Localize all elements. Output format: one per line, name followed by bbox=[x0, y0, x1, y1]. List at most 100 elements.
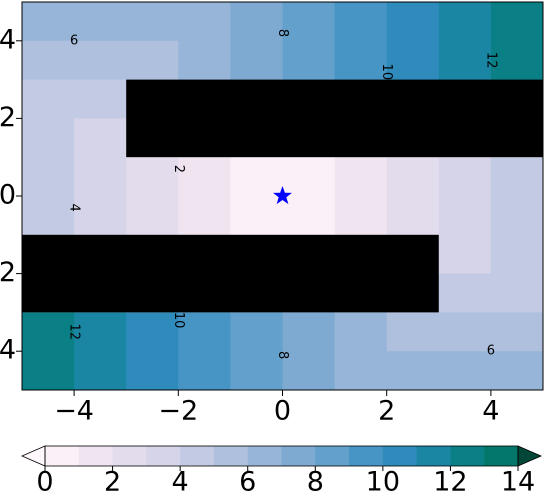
contour-cell bbox=[22, 40, 75, 81]
contour-cell bbox=[334, 312, 388, 352]
contour-cell bbox=[126, 2, 179, 42]
contour-cell bbox=[386, 312, 440, 352]
contour-label: 8 bbox=[275, 29, 290, 37]
contour-cell bbox=[126, 196, 179, 236]
x-tick-label: 0 bbox=[274, 396, 291, 427]
contour-cell bbox=[22, 2, 75, 42]
contour-cell bbox=[490, 312, 544, 352]
contour-cell bbox=[490, 273, 544, 313]
contour-label: 12 bbox=[67, 324, 82, 341]
contour-cell bbox=[22, 196, 75, 236]
colorbar-tick-label: 4 bbox=[172, 467, 189, 498]
contour-cell bbox=[178, 2, 231, 42]
contour-cell bbox=[438, 196, 492, 236]
contour-cell bbox=[178, 351, 231, 391]
contour-cell bbox=[22, 79, 75, 119]
contour-label: 10 bbox=[171, 312, 186, 329]
contour-cell bbox=[438, 234, 492, 275]
colorbar-frame bbox=[44, 445, 519, 467]
colorbar-extend-high bbox=[517, 445, 543, 467]
colorbar-bin bbox=[281, 446, 316, 466]
colorbar-bin bbox=[213, 446, 249, 466]
contour-cell bbox=[230, 312, 283, 352]
contour-label: 4 bbox=[67, 203, 82, 211]
colorbar-bin bbox=[315, 446, 350, 466]
colorbar-tick-label: 6 bbox=[239, 467, 256, 498]
colorbar-bin bbox=[45, 446, 80, 466]
contour-cell bbox=[334, 40, 388, 81]
contour-cell bbox=[334, 157, 388, 197]
contour-cell bbox=[490, 196, 544, 236]
contour-cell bbox=[386, 196, 440, 236]
contour-cell bbox=[282, 196, 336, 236]
contour-cell bbox=[438, 351, 492, 391]
colorbar-tick-label: 2 bbox=[104, 467, 121, 498]
colorbar-tick-label: 12 bbox=[433, 467, 467, 498]
colorbar-bin bbox=[484, 446, 519, 466]
contour-cell bbox=[386, 2, 440, 42]
contour-cell bbox=[230, 351, 283, 391]
contour-cell bbox=[490, 234, 544, 275]
contour-label: 6 bbox=[70, 33, 78, 48]
contour-cell bbox=[282, 312, 336, 352]
contour-cell bbox=[74, 312, 127, 352]
colorbar-bin bbox=[247, 446, 282, 466]
contour-cell bbox=[438, 40, 492, 81]
contour-cell bbox=[126, 312, 179, 352]
colorbar-bin bbox=[382, 446, 418, 466]
colorbar-tick-label: 8 bbox=[307, 467, 324, 498]
contour-cell bbox=[490, 157, 544, 197]
contour-cell bbox=[490, 40, 544, 81]
y-tick-label: 2 bbox=[0, 257, 16, 288]
contour-cell bbox=[74, 40, 127, 81]
x-tick-label: 4 bbox=[482, 396, 499, 427]
contour-label: 12 bbox=[483, 52, 498, 69]
contour-cell bbox=[74, 196, 127, 236]
colorbar-tick-label: 0 bbox=[36, 467, 53, 498]
colorbar-bin bbox=[416, 446, 451, 466]
contour-cell bbox=[22, 351, 75, 391]
y-tick-label: 4 bbox=[0, 335, 16, 366]
colorbar-bin bbox=[450, 446, 485, 466]
contour-cell bbox=[230, 2, 283, 42]
contour-cell bbox=[438, 273, 492, 313]
contour-cell bbox=[282, 2, 336, 42]
contour-cell bbox=[74, 2, 127, 42]
contour-cell bbox=[74, 118, 127, 158]
x-tick-label: −4 bbox=[54, 396, 94, 427]
contour-cell bbox=[490, 351, 544, 391]
y-tick-label: 2 bbox=[0, 102, 16, 133]
colorbar-tick-label: 14 bbox=[501, 467, 535, 498]
obstacle bbox=[126, 79, 543, 158]
contour-cell bbox=[74, 157, 127, 197]
colorbar-bin bbox=[146, 446, 181, 466]
contour-cell bbox=[126, 351, 179, 391]
contour-cell bbox=[386, 157, 440, 197]
obstacle bbox=[22, 234, 439, 313]
colorbar-extend-low bbox=[20, 445, 46, 467]
contour-cell bbox=[386, 351, 440, 391]
contour-cell bbox=[230, 157, 283, 197]
x-tick-label: 2 bbox=[378, 396, 395, 427]
x-tick-label: −2 bbox=[158, 396, 198, 427]
contour-cell bbox=[74, 79, 127, 119]
contour-cell bbox=[230, 196, 283, 236]
contour-cell bbox=[178, 196, 231, 236]
contour-cell bbox=[230, 40, 283, 81]
contour-cell bbox=[438, 2, 492, 42]
colorbar-tick-label: 10 bbox=[366, 467, 400, 498]
contour-cell bbox=[126, 157, 179, 197]
contour-cell bbox=[22, 157, 75, 197]
contour-cell bbox=[74, 351, 127, 391]
contour-cell bbox=[22, 312, 75, 352]
contour-label: 6 bbox=[487, 344, 495, 359]
goal-star bbox=[273, 186, 292, 205]
contour-cell bbox=[178, 157, 231, 197]
contour-cell bbox=[490, 2, 544, 42]
contour-cell bbox=[438, 157, 492, 197]
contour-cell bbox=[334, 196, 388, 236]
y-tick-label: 4 bbox=[0, 24, 16, 55]
contour-cell bbox=[334, 351, 388, 391]
contour-cell bbox=[178, 312, 231, 352]
